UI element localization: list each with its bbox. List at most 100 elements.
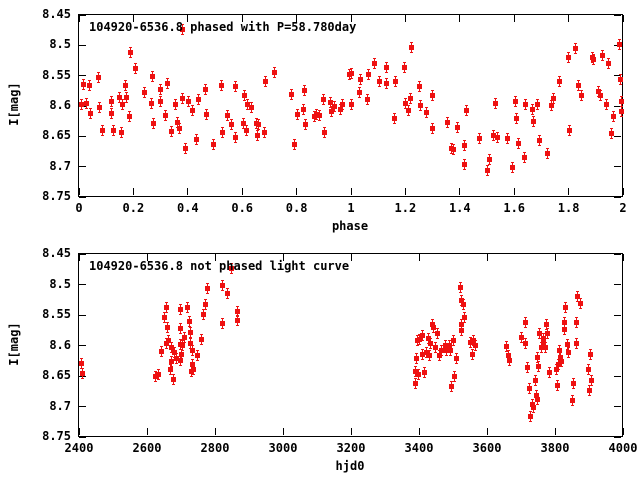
x-tick-mark [214, 428, 216, 435]
data-point [151, 121, 157, 127]
x-tick-mark [568, 188, 570, 195]
y-tick-mark [614, 105, 621, 107]
data-point [596, 88, 602, 94]
y-tick-mark [79, 314, 86, 316]
data-point [184, 305, 190, 311]
data-point [225, 291, 231, 297]
data-point [504, 135, 510, 141]
data-point [163, 305, 169, 311]
data-point [423, 109, 429, 115]
data-point [119, 129, 125, 135]
y-tick-mark [79, 253, 86, 255]
data-point [412, 369, 418, 375]
data-point [446, 343, 452, 348]
y-tick-label: 8.6 [49, 98, 71, 112]
data-point [532, 377, 538, 383]
x-tick-mark [350, 15, 352, 22]
data-point [503, 343, 509, 349]
data-point [159, 349, 165, 355]
data-point [527, 385, 533, 391]
x-tick-mark [350, 428, 352, 435]
data-point [177, 325, 183, 331]
data-point [244, 127, 250, 133]
y-tick-mark [614, 75, 621, 77]
data-point [600, 53, 606, 59]
phased-x-axis-label: phase [331, 219, 369, 233]
y-tick-label: 8.75 [42, 189, 71, 203]
y-tick-mark [79, 166, 86, 168]
data-point [467, 339, 473, 345]
y-tick-label: 8.45 [42, 7, 71, 21]
data-point [179, 27, 185, 33]
data-point [173, 101, 179, 107]
data-point [405, 107, 411, 113]
x-tick-mark [350, 188, 352, 195]
data-point [391, 115, 397, 121]
data-point [119, 102, 125, 108]
x-tick-label: 2600 [132, 441, 162, 455]
y-tick-mark [614, 166, 621, 168]
phased-y-axis-label: I[mag] [7, 82, 21, 126]
data-point [177, 307, 183, 312]
data-point [544, 322, 550, 328]
data-point [435, 331, 441, 337]
data-point [418, 102, 424, 108]
x-tick-mark [282, 254, 284, 261]
y-tick-mark [614, 253, 621, 255]
unphased-x-axis-label: hjd0 [335, 459, 365, 473]
x-tick-label: 2400 [64, 441, 94, 455]
data-point [586, 387, 592, 393]
x-tick-label: 1.4 [448, 201, 471, 215]
data-point [364, 97, 370, 103]
data-point [458, 298, 464, 304]
data-point [141, 89, 147, 95]
data-point [229, 265, 235, 271]
data-point [521, 155, 527, 161]
x-tick-mark [282, 428, 284, 435]
data-point [339, 101, 345, 107]
data-point [83, 101, 89, 107]
x-tick-mark [296, 15, 298, 22]
data-point [549, 102, 555, 108]
data-point [233, 84, 239, 90]
y-tick-label: 8.65 [42, 368, 71, 382]
data-point [383, 65, 389, 71]
data-point [171, 350, 177, 356]
data-point [484, 168, 490, 174]
data-point [245, 101, 251, 107]
data-point [376, 78, 382, 84]
data-point [432, 345, 438, 351]
data-point [436, 352, 442, 358]
data-point [577, 300, 583, 306]
y-tick-mark [79, 196, 86, 198]
y-tick-mark [614, 436, 621, 438]
data-point [81, 81, 87, 87]
data-point [149, 101, 155, 107]
data-point [457, 285, 463, 291]
data-point [292, 142, 298, 148]
data-point [187, 330, 193, 336]
data-point [427, 341, 433, 347]
data-point [155, 371, 161, 377]
y-tick-mark [79, 345, 86, 346]
data-point [421, 369, 427, 375]
data-point [171, 377, 177, 383]
x-tick-label: 4000 [608, 441, 638, 455]
data-point [495, 135, 501, 141]
data-point [472, 343, 478, 348]
data-point [225, 112, 231, 118]
data-point [177, 125, 183, 131]
x-tick-mark [622, 15, 624, 22]
data-point [551, 96, 557, 102]
data-point [556, 361, 562, 367]
data-point [470, 352, 476, 358]
y-tick-mark [614, 345, 621, 346]
data-point [168, 359, 174, 365]
data-point [562, 319, 568, 325]
y-tick-label: 8.7 [49, 158, 71, 173]
data-point [186, 318, 192, 324]
data-point [540, 341, 546, 347]
data-point [164, 81, 170, 87]
x-tick-label: 1 [347, 201, 355, 215]
data-point [556, 78, 562, 84]
